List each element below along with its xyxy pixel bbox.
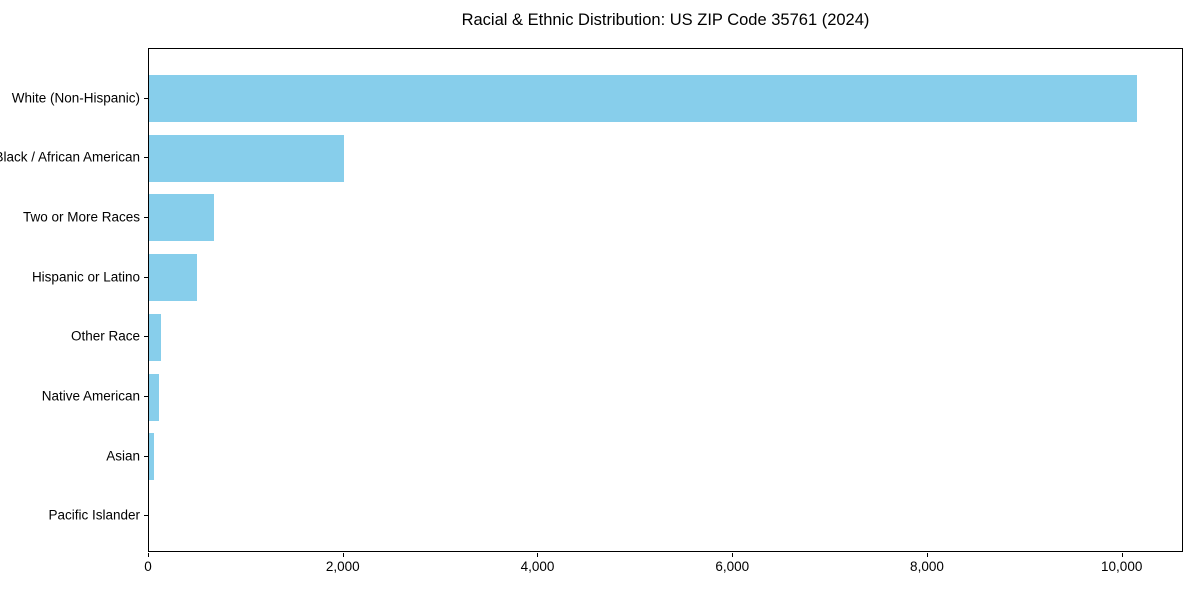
y-tick-label-black-african-american: Black / African American bbox=[0, 149, 140, 165]
bar-hispanic-or-latino bbox=[149, 254, 197, 302]
x-tick-label-8000: 8,000 bbox=[910, 559, 944, 574]
x-tick-mark bbox=[1121, 553, 1123, 557]
y-tick-label-other-race: Other Race bbox=[70, 328, 140, 344]
bar-asian bbox=[149, 433, 154, 481]
y-tick-label-pacific-islander: Pacific Islander bbox=[48, 507, 140, 523]
x-tick-label-4000: 4,000 bbox=[520, 559, 555, 574]
y-tick-mark bbox=[144, 216, 148, 218]
bar-two-or-more-races bbox=[149, 194, 215, 242]
x-tick-label-0: 0 bbox=[144, 559, 152, 574]
x-tick-label-10000: 10,000 bbox=[1101, 559, 1143, 574]
y-tick-label-two-or-more-races: Two or More Races bbox=[22, 209, 140, 225]
y-tick-mark bbox=[144, 515, 148, 517]
x-tick-label-6000: 6,000 bbox=[715, 559, 750, 574]
plot-area bbox=[148, 48, 1183, 552]
y-tick-label-hispanic-or-latino: Hispanic or Latino bbox=[31, 269, 140, 285]
x-tick-mark bbox=[732, 553, 734, 557]
y-tick-mark bbox=[144, 396, 148, 397]
y-tick-mark bbox=[144, 276, 148, 278]
y-tick-mark bbox=[144, 97, 148, 99]
x-tick-label-2000: 2,000 bbox=[325, 559, 360, 574]
y-tick-mark bbox=[144, 336, 148, 338]
y-tick-label-asian: Asian bbox=[106, 448, 140, 464]
bar-black-african-american bbox=[149, 134, 344, 182]
x-tick-mark bbox=[342, 553, 344, 557]
bar-other-race bbox=[149, 313, 161, 361]
y-tick-mark bbox=[144, 157, 148, 159]
bar-white-non-hispanic bbox=[149, 75, 1138, 122]
chart-title: Racial & Ethnic Distribution: US ZIP Cod… bbox=[461, 11, 870, 29]
y-tick-label-native-american: Native American bbox=[41, 388, 140, 404]
y-tick-label-white-non-hispanic: White (Non-Hispanic) bbox=[11, 90, 140, 105]
y-tick-mark bbox=[144, 455, 148, 457]
x-tick-mark bbox=[148, 553, 149, 557]
x-tick-mark bbox=[926, 553, 928, 557]
bar-native-american bbox=[149, 373, 159, 421]
x-tick-mark bbox=[537, 553, 539, 557]
